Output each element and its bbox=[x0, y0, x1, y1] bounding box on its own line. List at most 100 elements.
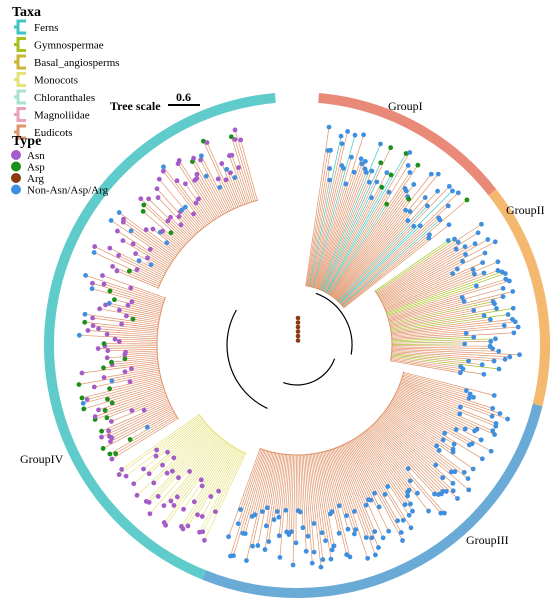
leaf-branch bbox=[109, 302, 161, 315]
tip-dot bbox=[323, 538, 328, 544]
tip-dot bbox=[405, 163, 411, 168]
type-legend-item: Asp bbox=[11, 161, 45, 174]
tip-dot bbox=[79, 395, 85, 401]
leaf-branch bbox=[133, 422, 206, 484]
tip-dot bbox=[454, 266, 460, 272]
leaf-branch bbox=[377, 419, 454, 492]
tip-dot bbox=[154, 186, 160, 192]
tip-dot bbox=[198, 157, 203, 163]
leaf-branch bbox=[98, 347, 158, 349]
leaf-branch bbox=[177, 163, 216, 220]
leaf-branch bbox=[375, 238, 455, 293]
leaf-branch bbox=[383, 273, 453, 306]
tip-dot bbox=[363, 169, 369, 175]
tip-dot bbox=[156, 176, 162, 182]
tip-dot bbox=[116, 253, 122, 258]
legend: Taxa Ferns Gymnospermae Basal_angiosperms M… bbox=[11, 5, 120, 197]
taxa-swatch-icon bbox=[14, 19, 26, 35]
tip-dot bbox=[411, 223, 417, 229]
leaf-branch bbox=[311, 165, 343, 287]
tip-dot bbox=[164, 240, 170, 246]
tip-dot bbox=[406, 512, 412, 518]
leaf-branch bbox=[118, 255, 164, 279]
tip-dot bbox=[318, 564, 324, 570]
tip-dot bbox=[290, 562, 296, 568]
leaf-branch bbox=[368, 428, 442, 514]
leaf-branch bbox=[393, 396, 457, 430]
taxa-legend-item: Ferns bbox=[14, 19, 58, 35]
leaf-branch bbox=[166, 429, 212, 474]
tip-dot bbox=[376, 545, 381, 550]
tip-dot bbox=[460, 366, 466, 372]
leaf-branch bbox=[136, 426, 210, 496]
tip-dot bbox=[505, 312, 511, 317]
leaf-branch bbox=[386, 273, 506, 315]
leaf-branch bbox=[365, 431, 429, 512]
leaf-branch bbox=[337, 190, 438, 301]
tip-dot bbox=[263, 523, 269, 529]
tip-dot bbox=[465, 476, 471, 482]
leaf-branch bbox=[226, 169, 242, 206]
tip-dot bbox=[182, 204, 188, 210]
tip-dot bbox=[193, 200, 199, 206]
leaf-branch bbox=[156, 416, 202, 451]
leaf-branch bbox=[170, 232, 186, 246]
leaf-branch bbox=[231, 155, 249, 204]
leaf-branch bbox=[148, 198, 191, 240]
leaf-branch bbox=[84, 313, 159, 326]
leaf-branch bbox=[254, 451, 271, 515]
tip-dot bbox=[372, 529, 378, 534]
group-arc-2 bbox=[488, 189, 550, 407]
leaf-branch bbox=[298, 454, 301, 512]
tip-dot bbox=[81, 406, 87, 412]
tip-dot bbox=[446, 222, 452, 228]
leaf-branch bbox=[116, 270, 159, 289]
leaf-branch bbox=[127, 304, 161, 314]
leaf-branch bbox=[391, 352, 495, 362]
tip-dot bbox=[379, 184, 385, 190]
leaf-branch bbox=[163, 170, 206, 227]
tip-dot bbox=[466, 442, 472, 448]
tip-dot bbox=[295, 329, 301, 334]
tip-dot bbox=[91, 250, 97, 255]
leaf-branch bbox=[369, 427, 445, 514]
tip-dot bbox=[271, 517, 277, 523]
leaf-branch bbox=[201, 442, 228, 481]
tip-dot bbox=[437, 217, 443, 223]
leaf-branch bbox=[317, 452, 331, 514]
leaf-branch bbox=[387, 280, 510, 318]
tip-dot bbox=[492, 432, 497, 437]
leaf-branch bbox=[341, 219, 441, 306]
leaf-branch bbox=[261, 452, 275, 512]
leaf-branch bbox=[102, 410, 174, 449]
tip-dot bbox=[264, 505, 270, 511]
tip-dot bbox=[183, 181, 188, 187]
leaf-branch bbox=[163, 440, 226, 523]
tip-dot bbox=[471, 334, 477, 340]
tip-dot bbox=[129, 408, 135, 414]
tip-dot bbox=[435, 188, 440, 194]
leaf-branch bbox=[119, 309, 160, 319]
tip-dot bbox=[232, 175, 238, 180]
tip-dot bbox=[451, 441, 457, 447]
leaf-branch bbox=[319, 143, 381, 290]
leaf-branch bbox=[125, 417, 203, 477]
tip-dot bbox=[369, 535, 375, 541]
taxa-legend-label: Gymnospermae bbox=[34, 40, 104, 52]
leaf-branch bbox=[379, 416, 436, 466]
tip-dot bbox=[378, 160, 384, 166]
tip-dot bbox=[198, 153, 204, 159]
taxa-legend-label: Monocots bbox=[34, 75, 78, 87]
type-dot-icon bbox=[11, 184, 21, 195]
tip-dot bbox=[481, 270, 487, 276]
tip-dot bbox=[403, 151, 409, 156]
leaf-branch bbox=[305, 454, 315, 553]
tip-dot bbox=[440, 475, 446, 481]
tip-dot bbox=[92, 414, 98, 420]
tip-dot bbox=[215, 176, 221, 182]
tip-dot bbox=[435, 171, 441, 177]
tip-dot bbox=[369, 168, 375, 174]
leaf-branch bbox=[391, 338, 496, 343]
tip-dot bbox=[327, 166, 333, 171]
tip-dot bbox=[503, 276, 509, 282]
